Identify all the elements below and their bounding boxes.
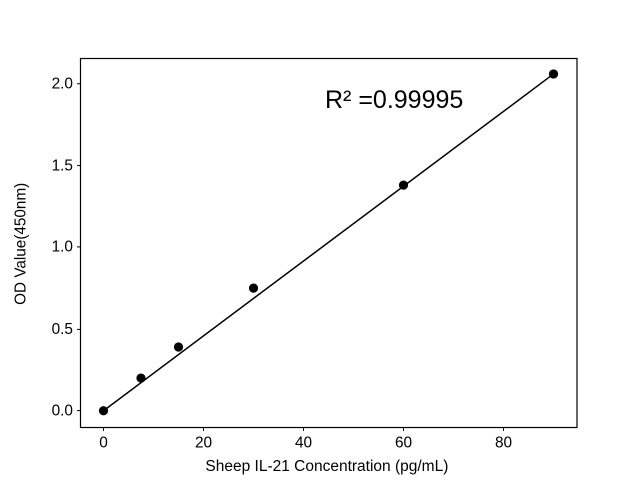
svg-text:40: 40 (295, 434, 312, 451)
svg-text:1.5: 1.5 (52, 157, 73, 174)
svg-text:0.5: 0.5 (52, 321, 73, 338)
svg-text:0: 0 (99, 434, 108, 451)
svg-text:0.0: 0.0 (52, 402, 73, 419)
svg-text:20: 20 (195, 434, 212, 451)
svg-text:R² =0.99995: R² =0.99995 (325, 86, 463, 114)
svg-text:80: 80 (495, 434, 512, 451)
svg-text:1.0: 1.0 (52, 239, 73, 256)
svg-text:2.0: 2.0 (52, 75, 73, 92)
svg-text:OD Value(450nm): OD Value(450nm) (12, 183, 29, 305)
svg-text:60: 60 (395, 434, 412, 451)
svg-text:Sheep IL-21 Concentration (pg/: Sheep IL-21 Concentration (pg/mL) (205, 458, 448, 475)
